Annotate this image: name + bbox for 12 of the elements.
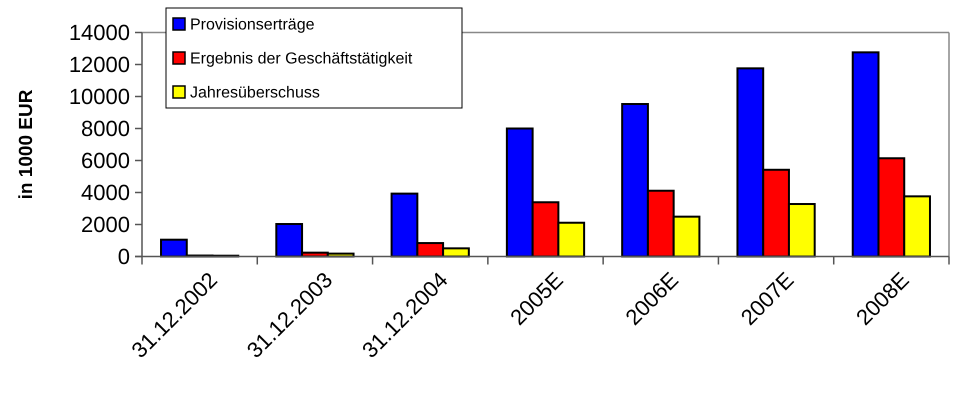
- y-tick-label: 0: [118, 244, 130, 270]
- legend-label: Provisionserträge: [190, 16, 315, 34]
- y-tick-label: 2000: [81, 212, 130, 238]
- y-tick-label: 8000: [81, 116, 130, 142]
- y-tick-label: 10000: [68, 84, 130, 110]
- y-tick-label: 6000: [81, 148, 130, 174]
- y-axis-title: in 1000 EUR: [16, 89, 37, 200]
- y-tick-label: 14000: [68, 20, 130, 46]
- legend-label: Ergebnis der Geschäftstätigkeit: [190, 50, 413, 68]
- legend-label: Jahresüberschuss: [190, 84, 320, 102]
- y-tick-label: 12000: [68, 52, 130, 78]
- y-tick-label: 4000: [81, 180, 130, 206]
